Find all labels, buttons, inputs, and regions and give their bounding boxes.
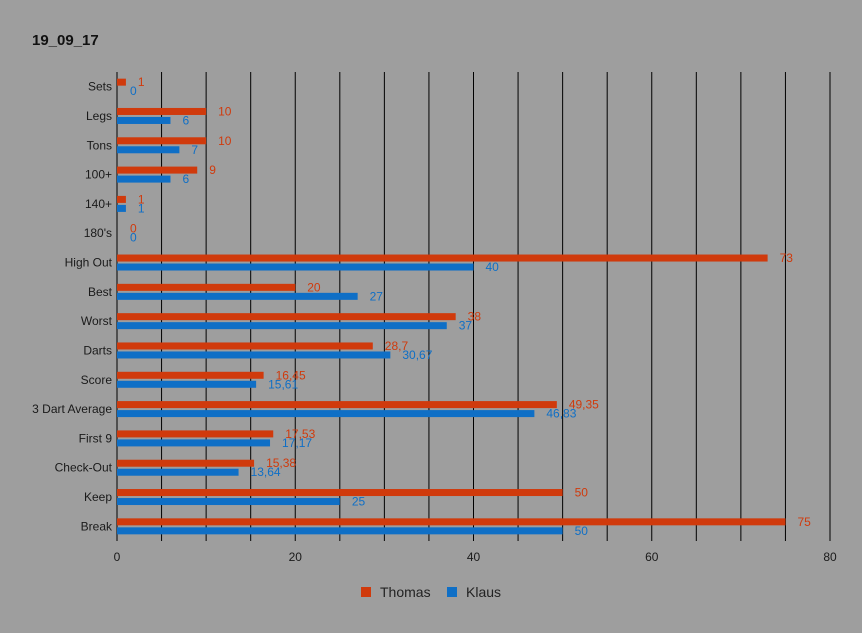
value-label-thomas: 10	[218, 104, 232, 118]
bar-thomas	[117, 489, 563, 497]
bar-klaus	[117, 204, 126, 212]
category-label: Legs	[86, 109, 112, 123]
bar-thomas	[117, 166, 198, 174]
value-label-klaus: 25	[352, 495, 366, 509]
value-label-klaus: 6	[182, 172, 189, 186]
bar-klaus	[117, 175, 171, 183]
value-label-thomas: 17,53	[285, 427, 315, 441]
category-label: Darts	[83, 343, 112, 357]
value-label-klaus: 46,83	[546, 407, 576, 421]
bar-thomas	[117, 518, 786, 526]
bar-klaus	[117, 468, 239, 476]
category-label: High Out	[65, 256, 113, 270]
value-label-klaus: 0	[130, 231, 137, 245]
value-label-klaus: 27	[370, 289, 384, 303]
category-label: 3 Dart Average	[32, 402, 112, 416]
category-label: Sets	[88, 80, 112, 94]
legend-label-klaus: Klaus	[466, 584, 501, 600]
value-label-thomas: 73	[780, 251, 794, 265]
x-tick-label: 60	[645, 550, 659, 564]
x-tick-label: 40	[467, 550, 481, 564]
legend: Thomas Klaus	[361, 584, 501, 600]
category-label: 180's	[84, 226, 112, 240]
bars	[117, 78, 786, 535]
bar-thomas	[117, 459, 255, 467]
value-label-klaus: 40	[486, 260, 500, 274]
bar-klaus	[117, 498, 340, 506]
category-label: 140+	[85, 197, 112, 211]
value-label-klaus: 50	[575, 524, 589, 538]
value-label-thomas: 28,7	[385, 339, 409, 353]
bar-thomas	[117, 254, 768, 262]
value-label-thomas: 50	[575, 486, 589, 500]
value-label-thomas: 16,45	[276, 368, 306, 382]
bar-thomas	[117, 342, 373, 350]
bar-klaus	[117, 292, 358, 300]
value-label-klaus: 15,61	[268, 377, 298, 391]
bar-thomas	[117, 137, 207, 145]
value-label-thomas: 75	[797, 515, 811, 529]
value-label-thomas: 15,38	[266, 456, 296, 470]
value-label-klaus: 1	[138, 201, 145, 215]
bar-klaus	[117, 380, 257, 388]
bar-klaus	[117, 116, 171, 124]
value-label-thomas: 1	[138, 192, 145, 206]
bar-klaus	[117, 527, 563, 535]
value-label-klaus: 6	[182, 113, 189, 127]
value-labels: 1010610796110073402027383728,730,6716,45…	[130, 75, 811, 538]
x-axis-ticks: 0 20 40 60 80	[114, 550, 837, 564]
bar-thomas	[117, 283, 296, 291]
value-label-thomas: 0	[130, 222, 137, 236]
value-label-klaus: 37	[459, 319, 473, 333]
bar-thomas	[117, 313, 456, 321]
category-label: Score	[81, 373, 113, 387]
bar-klaus	[117, 351, 391, 359]
bar-klaus	[117, 263, 474, 271]
x-tick-label: 20	[289, 550, 303, 564]
category-label: First 9	[79, 431, 113, 445]
category-label: Keep	[84, 490, 112, 504]
category-label: Worst	[81, 314, 113, 328]
value-label-thomas: 38	[468, 310, 482, 324]
category-label: Check-Out	[55, 461, 113, 475]
bar-klaus	[117, 146, 180, 154]
category-label: Tons	[87, 138, 112, 152]
legend-swatch-klaus	[447, 587, 457, 597]
value-label-klaus: 7	[191, 143, 198, 157]
legend-swatch-thomas	[361, 587, 371, 597]
value-label-klaus: 17,17	[282, 436, 312, 450]
value-label-thomas: 10	[218, 134, 232, 148]
value-label-thomas: 20	[307, 280, 321, 294]
category-label: Best	[88, 285, 113, 299]
bar-thomas	[117, 78, 126, 86]
bar-thomas	[117, 401, 557, 409]
value-label-klaus: 0	[130, 84, 137, 98]
bar-thomas	[117, 430, 274, 438]
category-label: Break	[81, 519, 113, 533]
value-label-klaus: 30,67	[402, 348, 432, 362]
bar-klaus	[117, 439, 271, 447]
category-labels: Sets Legs Tons 100+ 140+ 180's High Out Best Wor…	[32, 80, 113, 534]
bar-thomas	[117, 371, 264, 379]
legend-label-thomas: Thomas	[380, 584, 431, 600]
value-label-thomas: 9	[209, 163, 216, 177]
category-label: 100+	[85, 168, 112, 182]
bar-klaus	[117, 322, 447, 330]
value-label-thomas: 49,35	[569, 398, 599, 412]
bar-thomas	[117, 195, 126, 203]
value-label-thomas: 1	[138, 75, 145, 89]
bar-thomas	[117, 107, 207, 115]
gridlines	[116, 72, 831, 541]
x-tick-label: 0	[114, 550, 121, 564]
chart-title: 19_09_17	[32, 32, 99, 49]
x-tick-label: 80	[823, 550, 837, 564]
value-label-klaus: 13,64	[251, 465, 281, 479]
bar-klaus	[117, 410, 535, 418]
